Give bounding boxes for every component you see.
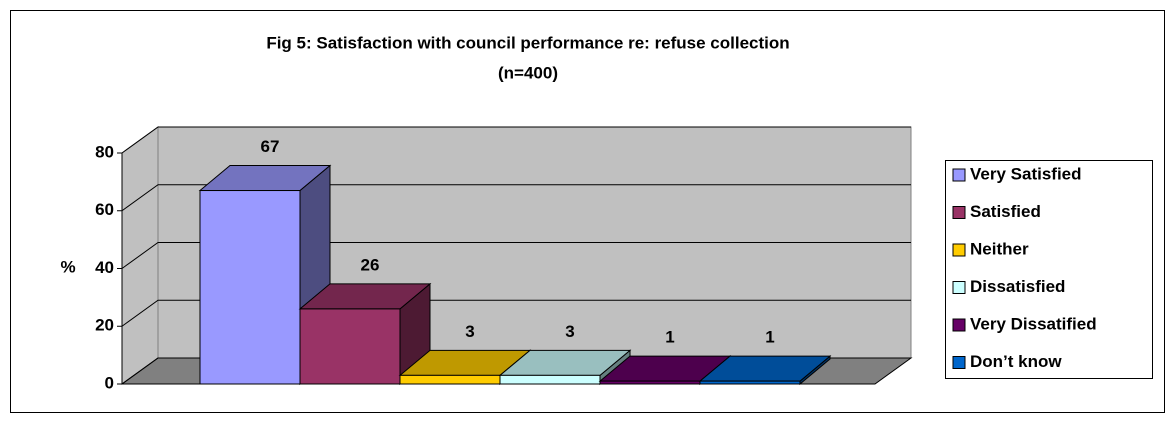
- value-label: 26: [361, 255, 380, 274]
- bar: [298, 282, 432, 386]
- bar: [198, 164, 332, 386]
- y-tick-label: 20: [95, 316, 114, 335]
- y-tick-label: 60: [95, 200, 114, 219]
- y-tick-label: 40: [95, 258, 114, 277]
- chart-title: Fig 5: Satisfaction with council perform…: [266, 33, 789, 52]
- grid-line: [121, 242, 911, 269]
- bar-front: [399, 374, 501, 385]
- chart-subtitle: (n=400): [498, 63, 558, 82]
- bar-front: [699, 380, 801, 385]
- legend-swatch: [952, 318, 966, 332]
- bar: [698, 355, 832, 386]
- value-label: 1: [765, 328, 774, 347]
- y-tick-label: 0: [105, 373, 114, 392]
- y-tick-label: 80: [95, 142, 114, 161]
- legend-swatch: [952, 206, 966, 219]
- grid-line: [121, 184, 911, 212]
- value-label: 3: [565, 322, 574, 341]
- legend-swatch: [952, 243, 966, 257]
- legend-swatch: [952, 168, 966, 182]
- legend-label: Satisfied: [970, 202, 1041, 221]
- legend-label: Don’t know: [970, 352, 1062, 371]
- bar-front: [299, 308, 401, 385]
- value-label: 3: [465, 322, 474, 341]
- legend-label: Neither: [970, 239, 1029, 258]
- legend-swatch: [952, 356, 966, 369]
- value-label: 1: [665, 328, 674, 347]
- grid-line: [121, 299, 911, 327]
- legend-box: [945, 160, 1153, 379]
- bar-front: [199, 190, 301, 385]
- value-label: 67: [261, 137, 280, 156]
- legend-label: Dissatisfied: [970, 277, 1065, 296]
- legend-label: Very Satisfied: [970, 164, 1082, 183]
- bar-front: [499, 374, 601, 385]
- bar-front: [599, 380, 701, 385]
- legend-swatch: [952, 281, 966, 294]
- legend-label: Very Dissatified: [970, 314, 1097, 333]
- y-axis-label: %: [60, 257, 75, 276]
- grid-line: [121, 126, 911, 154]
